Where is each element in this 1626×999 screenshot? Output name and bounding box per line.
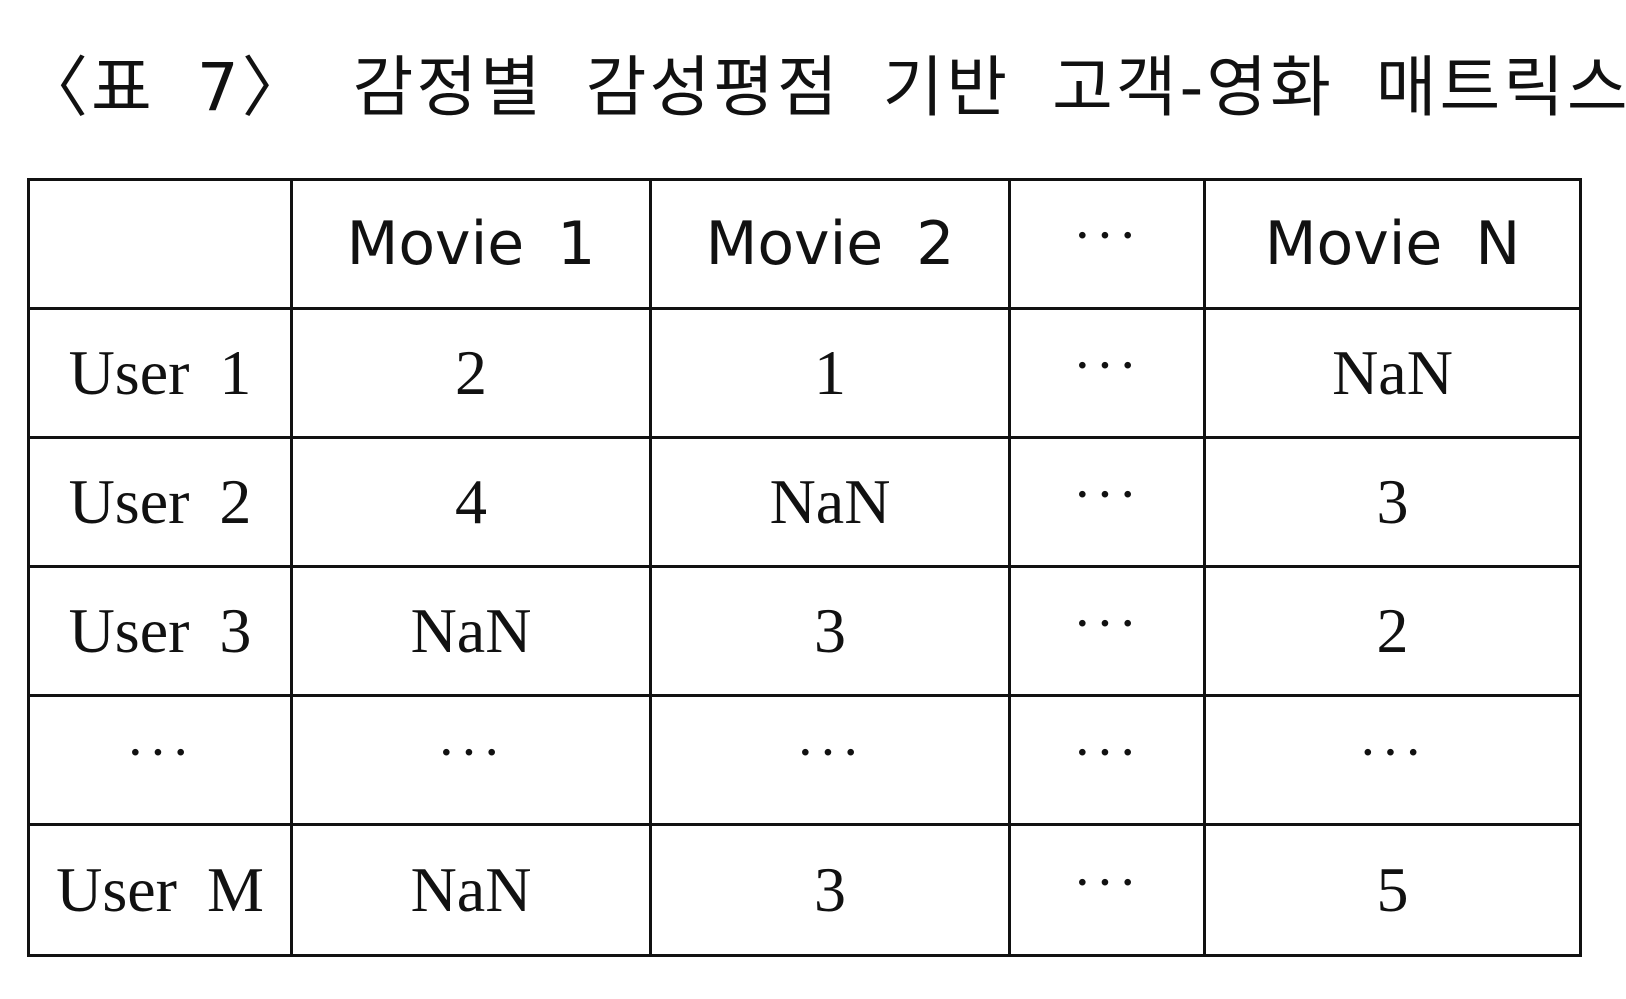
table-row: User 2 4 NaN ··· 3 <box>27 436 1582 568</box>
ellipsis-cell: ··· <box>1203 694 1582 826</box>
ellipsis-text: ··· <box>1073 205 1141 267</box>
ellipsis-cell: ··· <box>27 694 293 826</box>
ellipsis-text: ··· <box>1358 722 1427 784</box>
table-cell: 3 <box>649 565 1011 697</box>
ellipsis-cell: ··· <box>649 694 1011 826</box>
ellipsis-cell: ··· <box>1008 694 1206 826</box>
table-cell: 5 <box>1203 823 1582 957</box>
table-cell: 3 <box>649 823 1011 957</box>
ellipsis-cell: ··· <box>1008 307 1206 439</box>
ellipsis-text: ··· <box>1073 335 1141 397</box>
table-cell: 4 <box>290 436 652 568</box>
table-cell: 3 <box>1203 436 1582 568</box>
table-header-row: Movie 1 Movie 2 ··· Movie N <box>27 178 1582 310</box>
ellipsis-cell: ··· <box>290 694 652 826</box>
table-cell: 2 <box>1203 565 1582 697</box>
table-cell: 1 <box>649 307 1011 439</box>
ellipsis-text: ··· <box>796 722 864 784</box>
ellipsis-text: ··· <box>1073 593 1141 655</box>
ellipsis-text: ··· <box>1073 464 1141 526</box>
table-cell: NaN <box>1203 307 1582 439</box>
ellipsis-text: ··· <box>1073 852 1141 914</box>
row-label-cell: User 3 <box>27 565 293 697</box>
table-row: ··· ··· ··· ··· ··· <box>27 694 1582 826</box>
table-row: User 3 NaN 3 ··· 2 <box>27 565 1582 697</box>
header-cell-movie-2: Movie 2 <box>649 178 1011 310</box>
table-cell: NaN <box>290 565 652 697</box>
customer-movie-matrix-table: Movie 1 Movie 2 ··· Movie N User 1 2 1 ·… <box>27 178 1582 957</box>
table-cell: NaN <box>649 436 1011 568</box>
header-cell-movie-n: Movie N <box>1203 178 1582 310</box>
table-cell: NaN <box>290 823 652 957</box>
row-label-cell: User 2 <box>27 436 293 568</box>
ellipsis-cell: ··· <box>1008 436 1206 568</box>
table-row: User M NaN 3 ··· 5 <box>27 823 1582 957</box>
ellipsis-text: ··· <box>437 722 505 784</box>
row-label-cell: User 1 <box>27 307 293 439</box>
ellipsis-text: ··· <box>1073 722 1141 784</box>
ellipsis-cell: ··· <box>1008 565 1206 697</box>
header-cell-corner <box>27 178 293 310</box>
row-label-cell: User M <box>27 823 293 957</box>
ellipsis-text: ··· <box>126 722 194 784</box>
ellipsis-cell: ··· <box>1008 823 1206 957</box>
header-cell-ellipsis: ··· <box>1008 178 1206 310</box>
table-cell: 2 <box>290 307 652 439</box>
table-caption: 〈표 7〉 감정별 감성평점 기반 고객-영화 매트릭스 <box>22 49 1626 126</box>
header-cell-movie-1: Movie 1 <box>290 178 652 310</box>
table-row: User 1 2 1 ··· NaN <box>27 307 1582 439</box>
